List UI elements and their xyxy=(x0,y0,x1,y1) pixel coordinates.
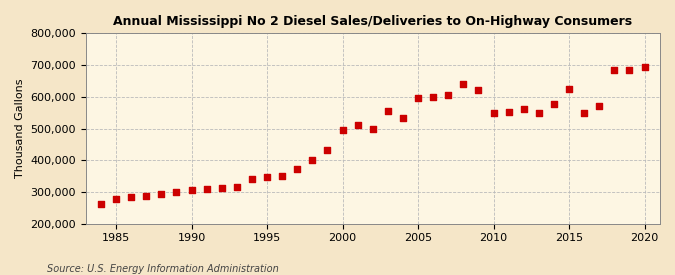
Y-axis label: Thousand Gallons: Thousand Gallons xyxy=(15,79,25,178)
Point xyxy=(338,128,348,132)
Point xyxy=(549,101,560,106)
Point xyxy=(383,109,394,113)
Point xyxy=(594,104,605,109)
Text: Source: U.S. Energy Information Administration: Source: U.S. Energy Information Administ… xyxy=(47,264,279,274)
Point xyxy=(488,111,499,115)
Point xyxy=(201,187,212,192)
Point xyxy=(518,106,529,111)
Point xyxy=(96,202,107,206)
Point xyxy=(609,68,620,72)
Point xyxy=(232,185,242,189)
Point xyxy=(412,96,423,101)
Point xyxy=(277,173,288,178)
Point xyxy=(322,148,333,152)
Point xyxy=(352,123,363,128)
Point xyxy=(307,158,318,163)
Point xyxy=(171,190,182,194)
Point xyxy=(639,64,650,69)
Point xyxy=(141,194,152,198)
Point xyxy=(246,177,257,182)
Title: Annual Mississippi No 2 Diesel Sales/Deliveries to On-Highway Consumers: Annual Mississippi No 2 Diesel Sales/Del… xyxy=(113,15,632,28)
Point xyxy=(292,167,302,171)
Point xyxy=(458,82,468,86)
Point xyxy=(262,175,273,179)
Point xyxy=(473,88,484,92)
Point xyxy=(217,186,227,190)
Point xyxy=(624,68,635,73)
Point xyxy=(186,188,197,193)
Point xyxy=(398,116,408,120)
Point xyxy=(578,111,589,116)
Point xyxy=(533,111,544,115)
Point xyxy=(564,87,574,91)
Point xyxy=(126,195,136,200)
Point xyxy=(367,126,378,131)
Point xyxy=(156,191,167,196)
Point xyxy=(504,109,514,114)
Point xyxy=(443,93,454,97)
Point xyxy=(428,95,439,99)
Point xyxy=(111,197,122,201)
